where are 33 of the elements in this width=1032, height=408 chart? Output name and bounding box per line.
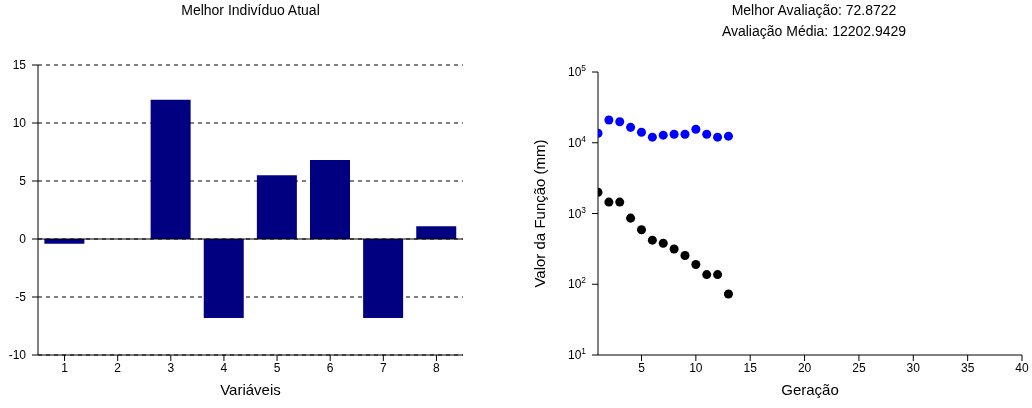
- y-tick-label: 10: [12, 116, 27, 130]
- x-tick-label: 20: [797, 360, 812, 375]
- x-axis-title: Variáveis: [220, 381, 281, 398]
- x-tick-label: 5: [273, 360, 281, 375]
- x-tick-label: 3: [167, 360, 175, 375]
- y-tick-label: 10$^{4}$: [567, 133, 587, 150]
- y-tick-label: 10$^{5}$: [567, 63, 587, 79]
- y-tick-label: 10$^{2}$: [567, 275, 587, 292]
- y-tick-label: 15: [12, 58, 27, 72]
- x-tick-label: 7: [379, 360, 387, 375]
- x-tick-label: 6: [326, 360, 334, 375]
- x-tick-label: 1: [61, 360, 69, 375]
- x-tick-label: 10: [689, 360, 703, 375]
- y-tick-label: 5: [19, 174, 27, 188]
- y-tick-label: -5: [15, 290, 27, 304]
- y-tick-label: 10$^{1}$: [567, 346, 587, 362]
- x-axis-title: Geração: [781, 381, 839, 398]
- y-tick-label: 0: [19, 232, 27, 246]
- y-tick-label: 10$^{3}$: [567, 204, 587, 221]
- x-tick-label: 4: [220, 360, 228, 375]
- chart-subtitle: Avaliação Média: 12202.9429: [720, 22, 908, 41]
- x-tick-label: 30: [906, 360, 921, 375]
- y-axis-title: Valor da Função (mm): [531, 139, 549, 288]
- x-tick-label: 25: [852, 360, 866, 375]
- chart-title: Melhor Indivíduo Atual: [180, 1, 321, 20]
- x-tick-label: 40: [1015, 360, 1029, 375]
- chart-title: Melhor Avaliação: 72.8722: [730, 1, 898, 20]
- y-tick-label: -10: [8, 348, 27, 362]
- x-tick-label: 5: [638, 360, 646, 375]
- x-tick-label: 15: [743, 360, 758, 375]
- x-tick-label: 8: [433, 360, 441, 375]
- x-tick-label: 2: [114, 360, 122, 375]
- x-tick-label: 35: [960, 360, 975, 375]
